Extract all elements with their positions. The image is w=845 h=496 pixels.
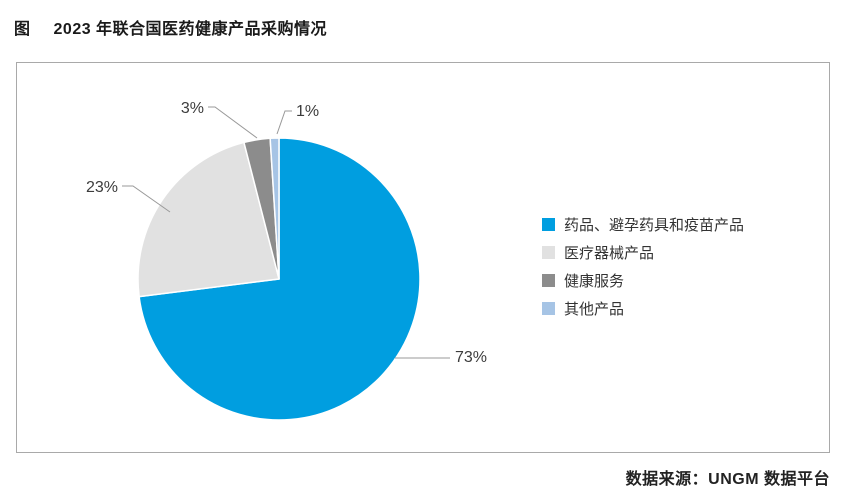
chart-frame: 73% 23% 3% 1% 药品、避孕药具和疫苗产品 医疗器械产品 健康服务其他产品	[16, 62, 830, 453]
figure-title-text: 2023 年联合国医药健康产品采购情况	[53, 21, 328, 38]
legend-item-label: 医疗器械产品	[564, 244, 655, 262]
legend-item: 健康服务	[542, 266, 744, 294]
legend-item-label: 健康服务	[564, 272, 625, 290]
pie-percent-label: 73%	[455, 349, 487, 366]
figure-title: 图 2023 年联合国医药健康产品采购情况	[14, 15, 327, 39]
legend-item-label: 药品、避孕药具和疫苗产品	[564, 216, 745, 234]
legend-item: 医疗器械产品	[542, 238, 744, 266]
legend-swatch-icon	[542, 217, 555, 231]
label-leader-line	[208, 106, 258, 139]
label-leader-line	[276, 110, 292, 135]
legend-swatch-icon	[542, 301, 555, 315]
figure-title-prefix: 图	[14, 21, 31, 38]
pie-slice-2	[137, 141, 280, 298]
pie-slice-4	[269, 137, 280, 280]
legend-swatch-icon	[542, 245, 555, 259]
pie-percent-label: 23%	[86, 179, 118, 196]
legend-swatch-icon	[542, 273, 555, 287]
label-leader-line	[122, 185, 171, 213]
legend-item: 药品、避孕药具和疫苗产品	[542, 210, 744, 238]
pie-chart: 73% 23% 3% 1%	[86, 100, 487, 421]
data-source-note: 数据来源：UNGM 数据平台	[625, 471, 830, 488]
pie-percent-label: 1%	[296, 103, 319, 120]
legend-item-label: 其他产品	[564, 300, 625, 318]
pie-percent-label: 3%	[181, 100, 204, 117]
legend-item: 其他产品	[542, 294, 744, 322]
chart-legend: 药品、避孕药具和疫苗产品 医疗器械产品 健康服务其他产品	[542, 210, 744, 322]
